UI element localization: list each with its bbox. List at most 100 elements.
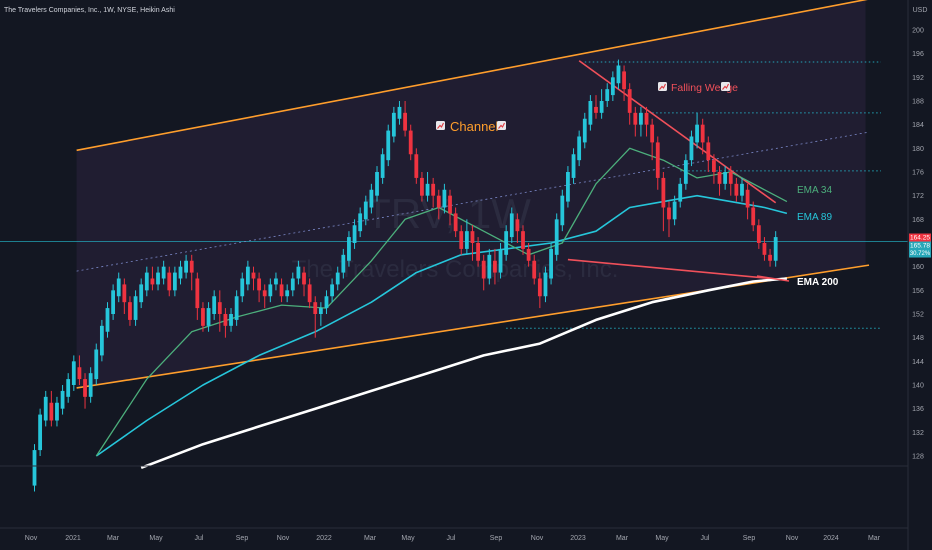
annotation-ema-34: EMA 34	[797, 185, 832, 196]
candle-body	[594, 106, 598, 113]
candle	[178, 260, 183, 285]
candle	[476, 237, 480, 267]
time-axis[interactable]: Nov 2021 Mar May Jul Sep Nov 2022 Mar May Jul Sep No…	[0, 465, 908, 542]
candle-body	[549, 248, 553, 279]
candle	[616, 59, 621, 90]
candle	[296, 260, 301, 285]
price-axis[interactable]: 1281321361401441481521561601641681721761…	[907, 0, 931, 550]
candle	[386, 124, 391, 167]
candle-body	[77, 367, 82, 380]
candle	[133, 290, 138, 326]
annotation-channel: Channel	[450, 119, 499, 134]
candle-body	[532, 260, 537, 279]
time-tick: 2023	[570, 535, 586, 542]
candle-body	[358, 213, 363, 232]
price-tick: 168	[912, 217, 924, 224]
candle-body	[689, 136, 694, 161]
price-tick: 140	[912, 383, 924, 390]
candle	[369, 183, 374, 214]
candle-body	[229, 314, 233, 326]
candle	[678, 177, 683, 208]
candle	[150, 266, 155, 291]
candle-body	[425, 183, 430, 196]
candle	[245, 260, 250, 291]
candle-body	[695, 124, 699, 143]
candle	[431, 177, 436, 208]
candle	[375, 166, 379, 202]
candle-body	[71, 361, 76, 385]
candle-body	[481, 260, 486, 279]
candle	[436, 189, 441, 220]
candle-body	[290, 278, 295, 291]
candle	[768, 248, 772, 267]
time-tick: May	[149, 535, 163, 542]
candle-body	[43, 396, 48, 421]
candle	[156, 266, 160, 291]
channel-mid-line	[76, 131, 870, 272]
candle	[66, 373, 71, 403]
candle	[639, 106, 643, 137]
candle	[526, 243, 531, 267]
time-tick: Sep	[490, 535, 503, 542]
candle-body	[32, 450, 37, 486]
candle-body	[111, 290, 116, 314]
candle	[116, 272, 121, 303]
candle	[762, 237, 767, 261]
candle-body	[610, 77, 615, 96]
time-tick: May	[401, 535, 415, 542]
chart-up-icon-mark	[498, 122, 505, 129]
candle-body	[571, 154, 576, 178]
annotation-ema-200: EMA 200	[797, 277, 839, 288]
candle-body	[217, 302, 222, 314]
candle	[420, 172, 424, 202]
candle	[577, 130, 582, 167]
candle-body	[116, 278, 121, 297]
candle-body	[582, 118, 587, 143]
candle-body	[526, 248, 531, 261]
candle	[172, 266, 177, 297]
candle	[689, 130, 694, 167]
candle-body	[605, 89, 610, 101]
candle	[481, 254, 486, 291]
candle	[537, 272, 542, 309]
candle-body	[667, 207, 671, 220]
candle-body	[105, 308, 110, 332]
price-tick: 160	[912, 264, 924, 271]
candle	[442, 183, 447, 214]
candle-body	[347, 237, 351, 261]
candle	[521, 225, 525, 255]
candle-body	[391, 112, 396, 137]
candle	[380, 148, 385, 184]
candle	[745, 183, 750, 220]
candle-body	[470, 231, 475, 243]
candle-body	[245, 266, 250, 285]
candle-body	[740, 183, 744, 196]
time-tick: 2021	[65, 535, 81, 542]
ema-200-pointer	[756, 275, 790, 282]
candle	[341, 248, 346, 279]
candle	[700, 118, 705, 155]
candles	[32, 59, 778, 492]
candle	[672, 195, 677, 226]
candle	[290, 272, 295, 297]
candle	[560, 189, 565, 232]
time-tick: Jul	[447, 535, 456, 542]
candle	[49, 390, 54, 427]
price-tick: 172	[912, 193, 924, 200]
channel-fill	[76, 0, 866, 388]
candle	[594, 95, 598, 119]
candle	[588, 95, 593, 131]
candle-body	[751, 207, 756, 226]
candle-body	[768, 254, 772, 261]
candle	[111, 284, 116, 320]
candle	[756, 219, 761, 249]
candle	[94, 343, 99, 385]
candle	[274, 272, 278, 291]
candle-body	[133, 296, 138, 320]
channel-upper-line	[76, 0, 868, 152]
candle-body	[537, 278, 542, 297]
candle	[751, 201, 756, 232]
candle	[32, 444, 37, 492]
candle	[622, 65, 626, 101]
